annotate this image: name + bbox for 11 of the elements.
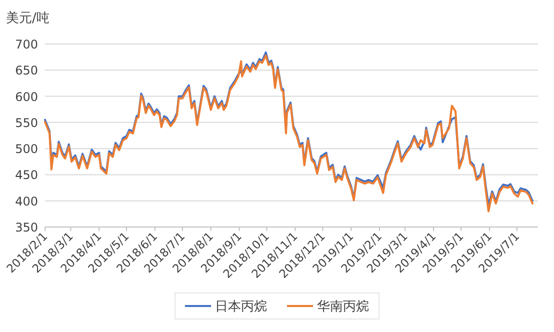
y-tick-label: 450 xyxy=(15,168,38,182)
y-tick-label: 400 xyxy=(15,194,38,208)
y-tick-label: 650 xyxy=(15,64,38,78)
y-tick-label: 350 xyxy=(15,220,38,234)
legend-label: 日本丙烷 xyxy=(215,300,267,314)
y-tick-label: 550 xyxy=(15,116,38,130)
y-axis-title: 美元/吨 xyxy=(6,10,50,26)
y-tick-label: 600 xyxy=(15,90,38,104)
legend-label: 华南丙烷 xyxy=(317,300,369,314)
y-tick-label: 700 xyxy=(15,38,38,52)
y-tick-label: 500 xyxy=(15,142,38,156)
